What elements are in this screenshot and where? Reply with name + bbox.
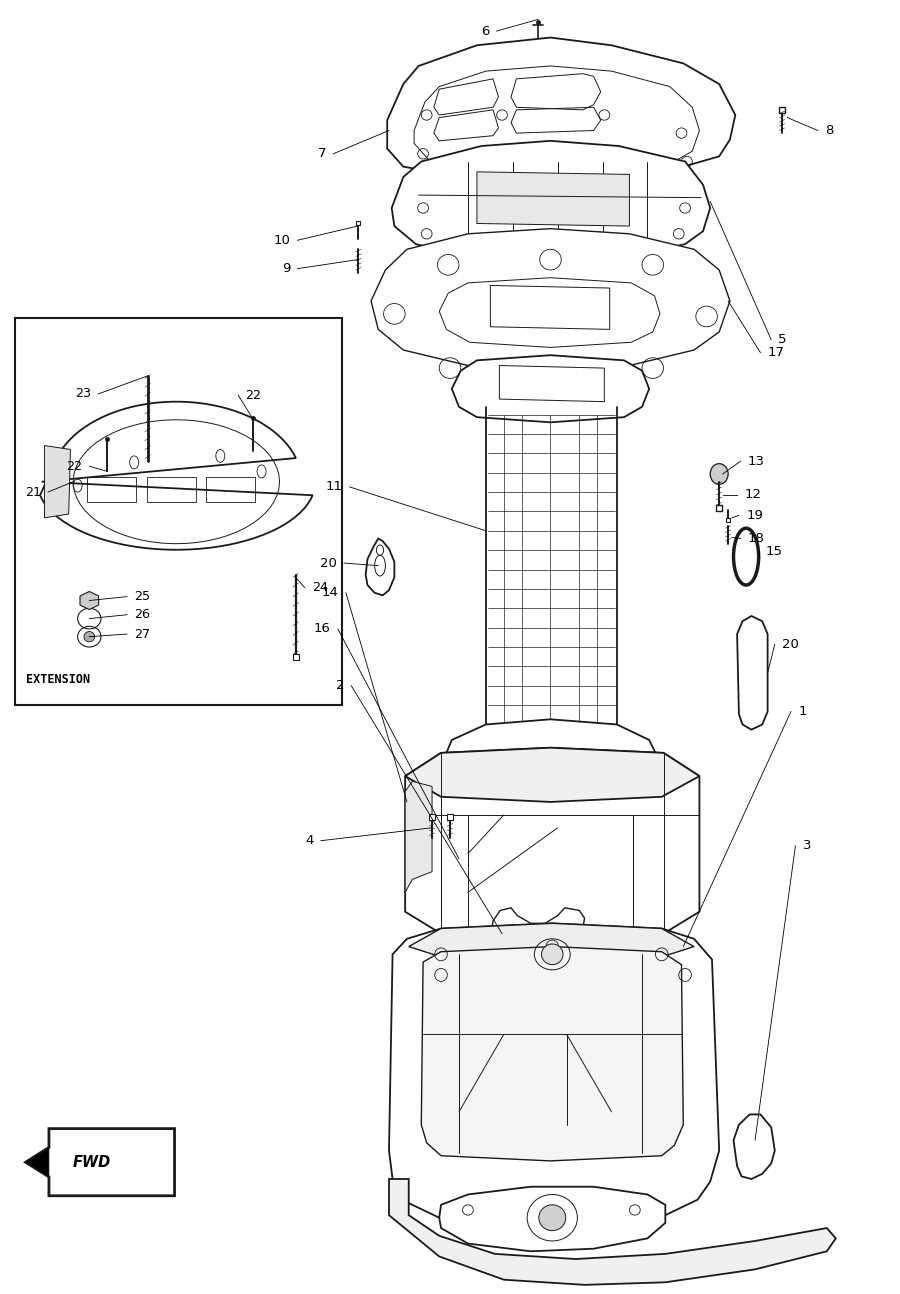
Ellipse shape — [539, 1205, 566, 1231]
Text: 21: 21 — [24, 485, 40, 498]
Polygon shape — [44, 445, 70, 518]
Text: 25: 25 — [134, 590, 150, 603]
Polygon shape — [389, 1179, 836, 1285]
Polygon shape — [421, 947, 683, 1161]
Text: 20: 20 — [782, 638, 799, 651]
Polygon shape — [439, 1187, 665, 1251]
Text: 14: 14 — [322, 586, 338, 599]
Text: 27: 27 — [134, 628, 150, 641]
Text: 1: 1 — [798, 705, 806, 718]
Text: 3: 3 — [803, 840, 811, 853]
Text: 26: 26 — [134, 608, 150, 621]
Ellipse shape — [710, 463, 728, 484]
Text: 5: 5 — [778, 333, 787, 347]
Polygon shape — [452, 355, 649, 422]
Ellipse shape — [84, 631, 94, 642]
Text: 4: 4 — [305, 835, 313, 848]
Text: 13: 13 — [748, 454, 765, 467]
Text: FWD: FWD — [73, 1154, 112, 1170]
Text: EXTENSION: EXTENSION — [25, 673, 90, 686]
Text: 12: 12 — [744, 488, 761, 501]
Text: 8: 8 — [825, 124, 833, 137]
Text: 6: 6 — [482, 25, 490, 38]
Text: 16: 16 — [314, 622, 330, 635]
Text: 15: 15 — [766, 545, 783, 558]
Polygon shape — [25, 1128, 175, 1196]
Text: 9: 9 — [282, 263, 291, 276]
Polygon shape — [441, 719, 662, 805]
Text: 20: 20 — [320, 556, 337, 569]
Polygon shape — [405, 782, 432, 893]
Polygon shape — [405, 748, 699, 802]
Ellipse shape — [542, 945, 563, 964]
Text: 22: 22 — [66, 459, 82, 472]
Polygon shape — [409, 924, 694, 961]
Text: 22: 22 — [246, 388, 261, 401]
Polygon shape — [389, 924, 719, 1223]
Text: 17: 17 — [768, 345, 785, 360]
Polygon shape — [25, 1148, 49, 1178]
Text: 7: 7 — [318, 148, 326, 160]
Polygon shape — [734, 1114, 775, 1179]
Polygon shape — [392, 141, 710, 263]
Text: 24: 24 — [311, 581, 328, 594]
Text: 18: 18 — [748, 532, 765, 545]
Text: 2: 2 — [336, 679, 344, 692]
Text: 19: 19 — [746, 509, 763, 521]
Polygon shape — [40, 401, 312, 550]
Text: 11: 11 — [325, 480, 342, 493]
Polygon shape — [737, 616, 768, 730]
Text: 23: 23 — [75, 387, 91, 400]
Text: 10: 10 — [274, 234, 291, 247]
Polygon shape — [405, 748, 699, 939]
Polygon shape — [80, 591, 99, 609]
Polygon shape — [477, 172, 629, 226]
Polygon shape — [371, 229, 730, 370]
